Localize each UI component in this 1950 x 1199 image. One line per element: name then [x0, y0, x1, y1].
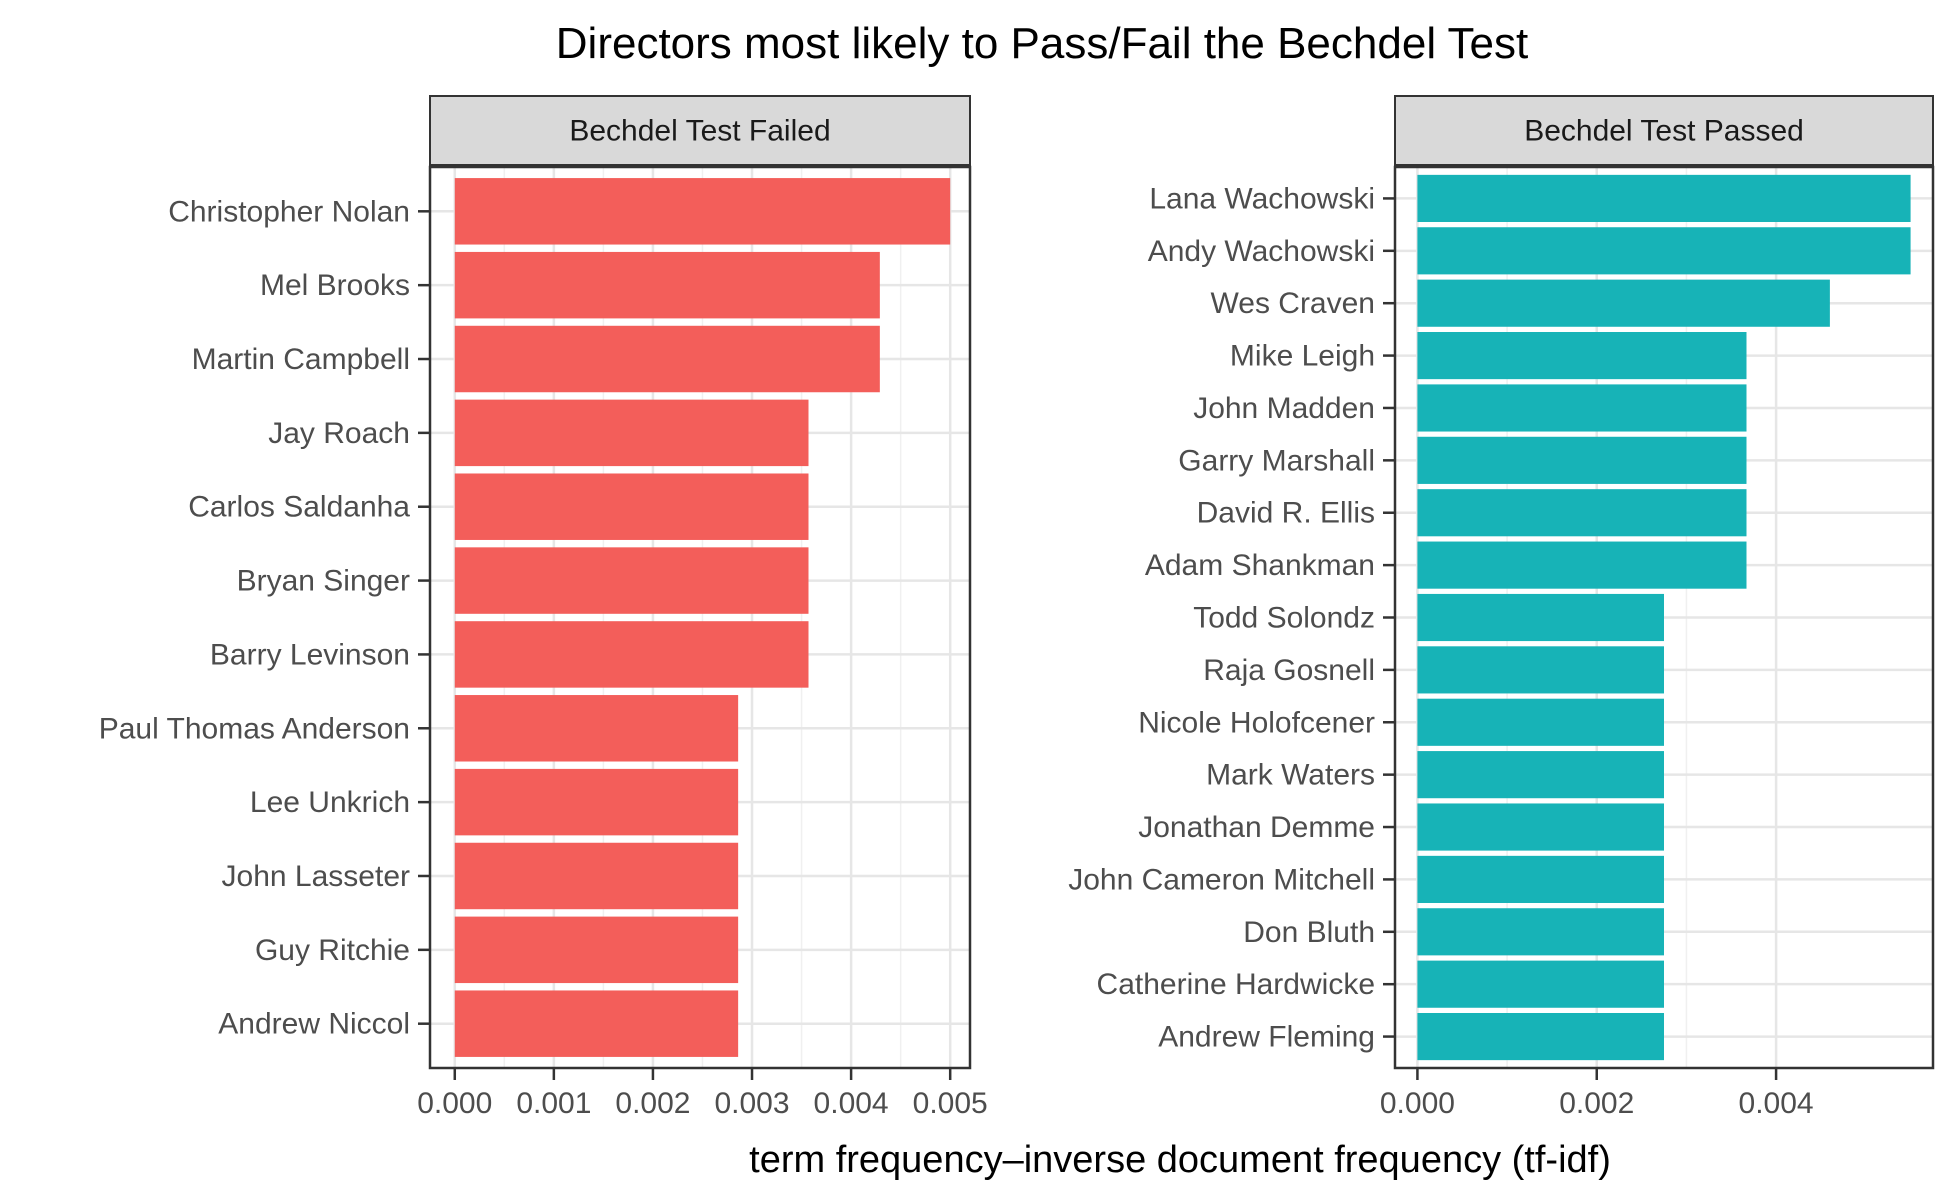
y-tick-label: Carlos Saldanha [188, 491, 410, 524]
y-tick-label: Mike Leigh [1230, 340, 1375, 373]
x-tick-label: 0.002 [615, 1087, 690, 1120]
y-tick-label: Paul Thomas Anderson [99, 712, 410, 745]
x-tick-label: 0.001 [516, 1087, 591, 1120]
bar [454, 399, 809, 467]
bar [454, 990, 739, 1057]
x-tick-label: 0.000 [417, 1087, 492, 1120]
facet-strip [1394, 95, 1934, 166]
bar [454, 621, 809, 688]
y-tick-label: Mel Brooks [260, 269, 410, 302]
x-tick-label: 0.004 [814, 1087, 889, 1120]
bar [1417, 646, 1664, 694]
bar [1417, 541, 1747, 589]
bar [1417, 803, 1664, 851]
bar [1417, 698, 1664, 746]
chart-title: Directors most likely to Pass/Fail the B… [556, 19, 1528, 68]
y-tick-label: Adam Shankman [1145, 549, 1375, 582]
y-tick-label: John Lasseter [222, 860, 410, 893]
facet-strip-label: Bechdel Test Passed [1524, 115, 1804, 148]
y-tick-label: Bryan Singer [237, 565, 410, 598]
bar [454, 473, 809, 540]
y-tick-label: John Cameron Mitchell [1068, 863, 1375, 896]
bar [454, 251, 880, 319]
panel-border [428, 165, 972, 1070]
x-tick-label: 0.005 [913, 1087, 988, 1120]
y-tick-label: Don Bluth [1243, 916, 1375, 949]
y-tick-label: Wes Craven [1210, 287, 1375, 320]
y-tick-label: Andy Wachowski [1148, 235, 1375, 268]
bar [454, 695, 739, 762]
bar [1417, 855, 1664, 903]
y-tick-label: Andrew Fleming [1158, 1021, 1375, 1054]
y-tick-label: Todd Solondz [1193, 602, 1375, 635]
y-tick-label: Jonathan Demme [1138, 811, 1375, 844]
y-tick-label: Andrew Niccol [218, 1008, 410, 1041]
bar [1417, 593, 1664, 642]
bar [1417, 1012, 1664, 1061]
bar [454, 768, 739, 836]
y-tick-label: Raja Gosnell [1203, 654, 1375, 687]
facet-panel-2: Bechdel Test Passed Lana Wachowski Andy Wa… [1068, 95, 1935, 1120]
x-tick-label: 0.004 [1739, 1087, 1814, 1120]
y-tick-label: Jay Roach [268, 417, 410, 450]
y-tick-label: Catherine Hardwicke [1097, 968, 1375, 1001]
bar [1417, 436, 1747, 484]
y-tick-label: Guy Ritchie [255, 934, 410, 967]
y-tick-label: John Madden [1193, 392, 1375, 425]
bar [1417, 751, 1664, 799]
y-tick-label: Martin Campbell [192, 343, 410, 376]
bar [1417, 908, 1664, 956]
bar [1417, 279, 1830, 327]
bar [454, 547, 809, 614]
bar [454, 325, 880, 393]
x-tick-label: 0.000 [1380, 1087, 1455, 1120]
x-tick-label: 0.003 [714, 1087, 789, 1120]
bar [1417, 332, 1747, 380]
facet-strip [429, 95, 971, 166]
bar [1417, 174, 1911, 223]
x-axis-title: term frequency–inverse document frequenc… [749, 1139, 1611, 1181]
bar [1417, 227, 1911, 275]
y-tick-label: Lana Wachowski [1149, 182, 1375, 215]
panel-border [1393, 165, 1935, 1070]
bar [454, 178, 951, 245]
y-tick-label: David R. Ellis [1197, 497, 1375, 530]
y-tick-label: Nicole Holofcener [1138, 706, 1375, 739]
bar [1417, 960, 1664, 1008]
x-tick-label: 0.002 [1559, 1087, 1634, 1120]
bar [1417, 489, 1747, 537]
y-tick-label: Christopher Nolan [168, 195, 410, 228]
y-tick-label: Lee Unkrich [250, 786, 410, 819]
y-tick-label: Barry Levinson [210, 638, 410, 671]
bar [454, 916, 739, 984]
facet-panel-1: Bechdel Test Failed Christopher Nolan Mel … [99, 95, 988, 1120]
bar [1417, 384, 1747, 432]
bar [454, 842, 739, 910]
facet-strip-label: Bechdel Test Failed [569, 115, 830, 148]
y-tick-label: Garry Marshall [1178, 444, 1375, 477]
y-tick-label: Mark Waters [1206, 759, 1375, 792]
